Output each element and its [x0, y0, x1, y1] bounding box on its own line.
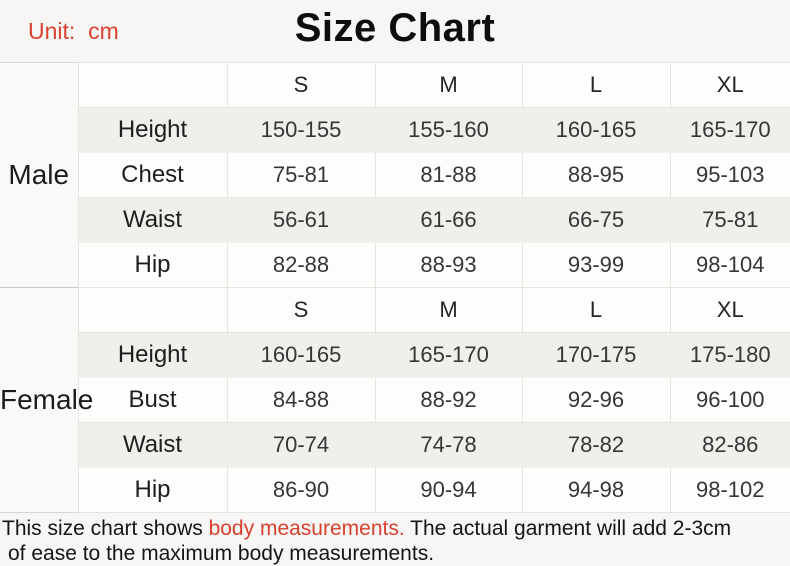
size-value-cell: 66-75 — [521, 197, 671, 243]
size-value-cell: 88-93 — [374, 242, 523, 288]
size-value-cell: 96-100 — [669, 377, 790, 423]
size-value-cell: 56-61 — [226, 197, 376, 243]
size-value-cell: 82-86 — [669, 422, 790, 468]
male-col-header-m: M — [374, 62, 523, 108]
size-value-cell: 98-102 — [669, 467, 790, 513]
female-col-header-m: M — [374, 287, 523, 333]
size-value-cell: 160-165 — [521, 107, 671, 153]
row-label-cell: Hip — [77, 467, 228, 513]
male-size-header-row: Male S M L XL — [0, 62, 790, 288]
size-value-cell: 61-66 — [374, 197, 523, 243]
size-value-cell: 70-74 — [226, 422, 376, 468]
gender-label-male: Male — [0, 62, 79, 288]
size-value-cell: 84-88 — [226, 377, 376, 423]
male-col-header-l: L — [521, 62, 671, 108]
row-label-cell: Waist — [77, 197, 228, 243]
empty-header-cell — [77, 287, 228, 333]
size-value-cell: 82-88 — [226, 242, 376, 288]
female-col-header-xl: XL — [669, 287, 790, 333]
size-value-cell: 88-92 — [374, 377, 523, 423]
size-value-cell: 175-180 — [669, 332, 790, 378]
row-label-cell: Height — [77, 107, 228, 153]
footnote-line-2: of ease to the maximum body measurements… — [8, 542, 435, 565]
female-bust-row: Bust 84-88 88-92 92-96 96-100 — [0, 377, 790, 423]
size-value-cell: 165-170 — [374, 332, 523, 378]
size-value-cell: 86-90 — [226, 467, 376, 513]
size-value-cell: 150-155 — [226, 107, 376, 153]
size-value-cell: 74-78 — [374, 422, 523, 468]
female-col-header-s: S — [226, 287, 376, 333]
male-chest-row: Chest 75-81 81-88 88-95 95-103 — [0, 152, 790, 198]
page-title: Size Chart — [294, 6, 496, 50]
row-label-cell: Waist — [77, 422, 228, 468]
row-label-cell: Height — [77, 332, 228, 378]
footnote-text: The actual garment will add 2-3cm — [404, 517, 732, 540]
size-value-cell: 98-104 — [669, 242, 790, 288]
page-header: Unit: cm Size Chart — [0, 0, 790, 62]
size-table: Male S M L XL Height 150-155 155-160 160… — [0, 62, 790, 513]
footnote-line-1: This size chart shows body measurements.… — [0, 516, 790, 541]
unit-label: Unit: cm — [28, 18, 119, 44]
female-hip-row: Hip 86-90 90-94 94-98 98-102 — [0, 467, 790, 513]
male-col-header-xl: XL — [669, 62, 790, 108]
size-value-cell: 75-81 — [669, 197, 790, 243]
row-label-cell: Bust — [77, 377, 228, 423]
size-value-cell: 93-99 — [521, 242, 671, 288]
size-value-cell: 95-103 — [669, 152, 790, 198]
male-hip-row: Hip 82-88 88-93 93-99 98-104 — [0, 242, 790, 288]
footnote-highlight: body measurements. — [208, 517, 405, 540]
female-size-header-row: Female S M L XL — [0, 287, 790, 513]
male-col-header-s: S — [226, 62, 376, 108]
size-value-cell: 78-82 — [521, 422, 671, 468]
footnote-text: This size chart shows — [2, 517, 209, 540]
footnote: This size chart shows body measurements.… — [0, 516, 790, 566]
female-col-header-l: L — [521, 287, 671, 333]
size-value-cell: 75-81 — [226, 152, 376, 198]
male-height-row: Height 150-155 155-160 160-165 165-170 — [0, 107, 790, 153]
size-value-cell: 88-95 — [521, 152, 671, 198]
size-value-cell: 94-98 — [521, 467, 671, 513]
size-value-cell: 165-170 — [669, 107, 790, 153]
size-value-cell: 81-88 — [374, 152, 523, 198]
size-value-cell: 170-175 — [521, 332, 671, 378]
size-value-cell: 90-94 — [374, 467, 523, 513]
female-height-row: Height 160-165 165-170 170-175 175-180 — [0, 332, 790, 378]
size-value-cell: 92-96 — [521, 377, 671, 423]
female-waist-row: Waist 70-74 74-78 78-82 82-86 — [0, 422, 790, 468]
size-value-cell: 155-160 — [374, 107, 523, 153]
size-value-cell: 160-165 — [226, 332, 376, 378]
gender-label-female: Female — [0, 287, 93, 513]
row-label-cell: Chest — [77, 152, 228, 198]
row-label-cell: Hip — [77, 242, 228, 288]
empty-header-cell — [77, 62, 228, 108]
male-waist-row: Waist 56-61 61-66 66-75 75-81 — [0, 197, 790, 243]
